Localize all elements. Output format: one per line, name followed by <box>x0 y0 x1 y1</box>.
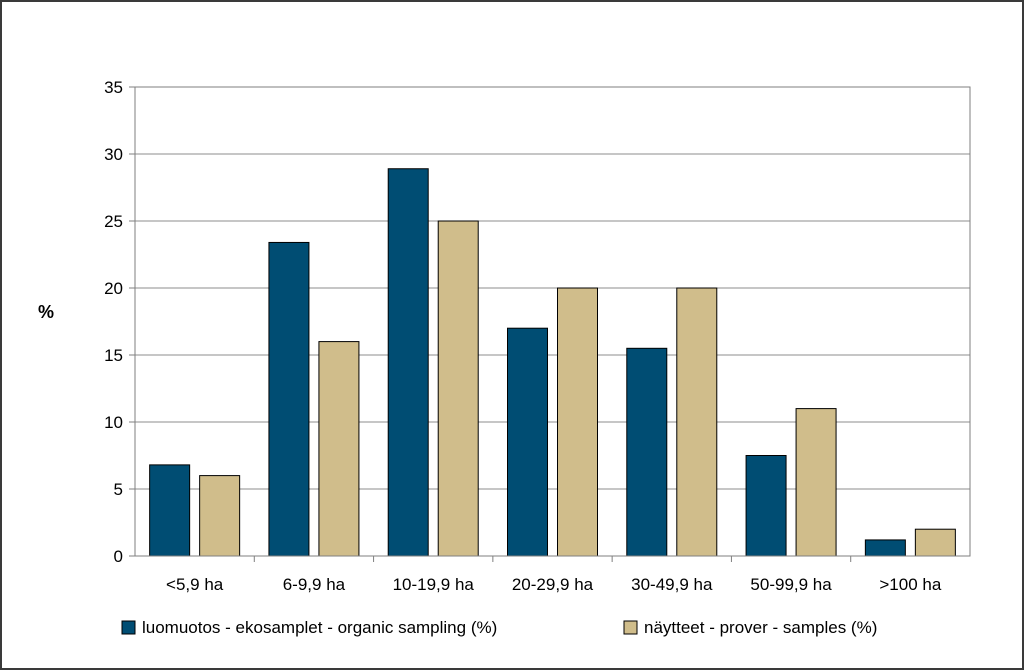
bar-samples <box>318 341 360 557</box>
plot-area-border <box>134 86 971 557</box>
legend-swatch <box>623 620 638 635</box>
y-tick-label: 10 <box>104 413 123 432</box>
y-axis-label: % <box>38 302 54 322</box>
y-tick-label: 5 <box>114 480 123 499</box>
y-axis-ticks: 0 5 10 15 20 25 30 35 <box>104 78 135 566</box>
y-tick-label: 35 <box>104 78 123 97</box>
y-tick-label: 15 <box>104 346 123 365</box>
bar-organic-sampling <box>745 455 787 557</box>
x-axis-ticks: <5,9 ha 6-9,9 ha 10-19,9 ha 20-29,9 ha 30-49… <box>166 556 942 594</box>
bar-organic-sampling <box>387 168 429 557</box>
x-tick-label: 30-49,9 ha <box>631 575 713 594</box>
y-tick-label: 20 <box>104 279 123 298</box>
legend-label: näytteet - prover - samples (%) <box>644 618 877 637</box>
bar-organic-sampling <box>507 327 548 557</box>
bar-samples <box>914 528 956 557</box>
y-tick-label: 30 <box>104 145 123 164</box>
legend-swatch <box>121 620 136 635</box>
bar-organic-sampling <box>864 539 906 557</box>
bar-samples <box>676 287 718 557</box>
bar-organic-sampling <box>268 241 310 557</box>
bar-samples <box>199 475 241 557</box>
bar-organic-sampling <box>149 464 191 557</box>
bars <box>149 168 956 557</box>
gridlines <box>135 153 970 490</box>
legend: luomuotos - ekosamplet - organic samplin… <box>121 618 877 637</box>
bar-organic-sampling <box>626 347 668 557</box>
x-tick-label: <5,9 ha <box>166 575 224 594</box>
x-tick-label: >100 ha <box>879 575 941 594</box>
x-tick-label: 50-99,9 ha <box>750 575 832 594</box>
bar-samples <box>557 287 598 557</box>
bar-samples <box>437 220 479 557</box>
legend-label: luomuotos - ekosamplet - organic samplin… <box>142 618 497 637</box>
y-tick-label: 0 <box>114 547 123 566</box>
y-tick-label: 25 <box>104 212 123 231</box>
x-tick-label: 10-19,9 ha <box>393 575 475 594</box>
x-tick-label: 6-9,9 ha <box>283 575 346 594</box>
bar-samples <box>795 408 837 557</box>
x-tick-label: 20-29,9 ha <box>512 575 594 594</box>
